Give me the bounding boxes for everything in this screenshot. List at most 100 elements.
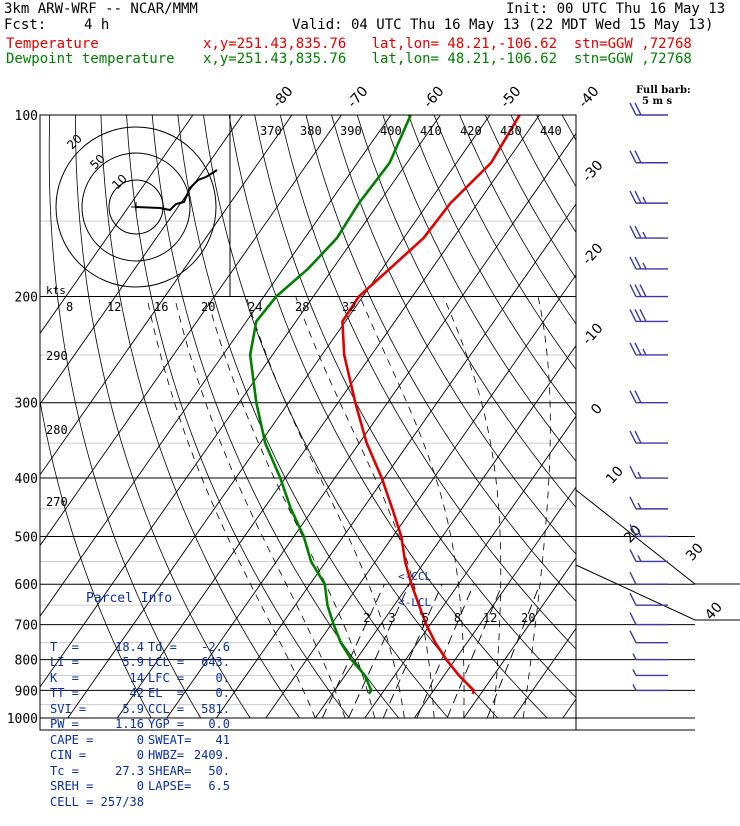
mixing-ratio-line xyxy=(486,584,541,719)
wind-barb-flag xyxy=(634,430,642,444)
isotherm-line xyxy=(413,486,576,719)
dry-adiabat xyxy=(356,115,576,509)
dry-adiabat xyxy=(74,115,251,719)
wind-barb-flag xyxy=(629,342,637,356)
pressure-tick-label: 1000 xyxy=(7,712,38,727)
wind-barb-flag xyxy=(634,390,642,404)
wind-barb-flag xyxy=(634,102,642,116)
wind-barb xyxy=(629,465,668,479)
plot-frame xyxy=(39,114,577,731)
isotherm-line xyxy=(40,115,342,547)
isotherm-tick-label: -50 xyxy=(497,83,524,111)
theta-label: 290 xyxy=(46,349,68,363)
mixing-ratio-line xyxy=(348,584,410,719)
pressure-tick-label: 200 xyxy=(15,291,38,306)
parcel-info-cell: 5.9 xyxy=(122,701,144,716)
isotherm-tick-label: -20 xyxy=(579,240,606,268)
parcel-info-row: Tc = 27.3 SHEAR= 50. xyxy=(50,764,230,780)
boundary-edge xyxy=(575,489,740,585)
theta-label: 370 xyxy=(260,124,282,138)
wind-barb xyxy=(629,524,668,538)
parcel-info-row: T = 18.4 Td = -2.6 xyxy=(50,640,230,656)
dry-adiabat xyxy=(331,115,576,555)
isotherm-line xyxy=(612,115,740,718)
dry-adiabat xyxy=(48,115,202,719)
moist-adiabat xyxy=(245,296,405,719)
wind-barb xyxy=(632,653,668,661)
isotherm-tick-label: -30 xyxy=(579,157,606,185)
pressure-tick-label: 300 xyxy=(15,397,38,412)
wind-barb-flag xyxy=(629,524,637,537)
isotherm-line xyxy=(265,274,576,719)
isotherm-tick-label: 0 xyxy=(588,401,606,418)
parcel-info-cell xyxy=(190,795,230,811)
isotherm-tick-label: -40 xyxy=(575,83,602,111)
parcel-info-cell: 581. xyxy=(201,701,230,716)
isotherm-line xyxy=(512,627,576,719)
wind-barb-flag xyxy=(632,653,637,660)
hodograph-trace xyxy=(135,169,218,212)
dry-adiabat xyxy=(588,115,740,718)
wind-barb-flag xyxy=(634,342,642,356)
wind-barb-flag xyxy=(629,592,637,606)
isotherm-line xyxy=(215,203,576,719)
hodograph-ring xyxy=(81,152,191,262)
wind-barb-flag xyxy=(642,231,647,239)
parcel-info-cell: T = xyxy=(50,639,79,654)
parcel-info-cell: 18.4 xyxy=(115,639,144,654)
pressure-tick-label: 600 xyxy=(15,578,38,593)
wind-barb-flag xyxy=(637,555,642,562)
wind-barb xyxy=(629,592,668,606)
mixing-ratio-label: 8 xyxy=(454,611,461,625)
mixing-ratio-line xyxy=(446,584,503,719)
dry-adiabat xyxy=(561,115,576,142)
pressure-tick-label: 800 xyxy=(15,654,38,669)
isotherm-tick-label: -70 xyxy=(344,83,371,111)
wind-barb xyxy=(629,309,668,323)
wind-barb xyxy=(629,571,668,585)
dry-adiabat xyxy=(613,115,740,718)
wind-barb-flag xyxy=(642,262,647,270)
wind-barb-flag xyxy=(637,502,642,510)
theta-label: 380 xyxy=(300,124,322,138)
mixing-ratio-label: 12 xyxy=(483,611,497,625)
parcel-info-cell: CCL = xyxy=(148,701,185,716)
parcel-info-cell: 0 xyxy=(136,748,144,762)
dry-adiabat xyxy=(40,398,152,719)
wind-barb-flag xyxy=(634,256,642,270)
wind-barb-flag xyxy=(634,150,642,164)
parcel-info-cell: 0. xyxy=(215,686,230,700)
wind-barb xyxy=(629,430,668,444)
wind-barb-flag xyxy=(629,390,637,404)
parcel-info-cell: 643. xyxy=(201,655,230,669)
dry-adiabat xyxy=(177,115,449,719)
speed-scale-label: 20 xyxy=(201,300,215,314)
dry-adiabat xyxy=(228,115,548,719)
parcel-info-row: CAPE = 0 SWEAT= 41 xyxy=(50,733,230,749)
wind-barb xyxy=(629,342,668,356)
wind-barb xyxy=(629,190,668,204)
parcel-info-cell: LI = xyxy=(50,655,79,669)
parcel-info-cell: 27.3 xyxy=(115,763,144,778)
wind-barb-flag xyxy=(629,225,637,239)
parcel-info-cell: SVI = xyxy=(50,701,87,716)
parcel-info-cell: SREH = xyxy=(50,779,94,793)
parcel-info-cell: SHEAR= xyxy=(148,763,192,778)
isotherm-line xyxy=(40,115,392,618)
wind-barb-flag xyxy=(629,190,637,204)
parcel-info-cell: 1.16 xyxy=(115,717,144,731)
isotherm-tick-label: -80 xyxy=(269,83,296,111)
dry-adiabat xyxy=(254,115,576,699)
dry-adiabat xyxy=(382,115,576,462)
theta-label: 420 xyxy=(460,124,482,138)
init-time: Init: 00 UTC Thu 16 May 13 xyxy=(506,1,726,17)
pressure-tick-label: 100 xyxy=(15,109,38,124)
wind-barb-flag xyxy=(637,471,642,479)
isotherm-line xyxy=(314,344,576,719)
moist-adiabat xyxy=(174,296,346,719)
parcel-info-row: SREH = 0 LAPSE= 6.5 xyxy=(50,779,230,795)
wind-barb-flag xyxy=(629,309,637,322)
wind-barb-flag xyxy=(634,309,642,322)
wind-barb-flag xyxy=(629,430,637,444)
